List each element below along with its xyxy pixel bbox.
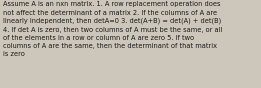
Text: Assume A is an nxn matrix. 1. A row replacement operation does
not affect the de: Assume A is an nxn matrix. 1. A row repl… xyxy=(3,1,223,57)
